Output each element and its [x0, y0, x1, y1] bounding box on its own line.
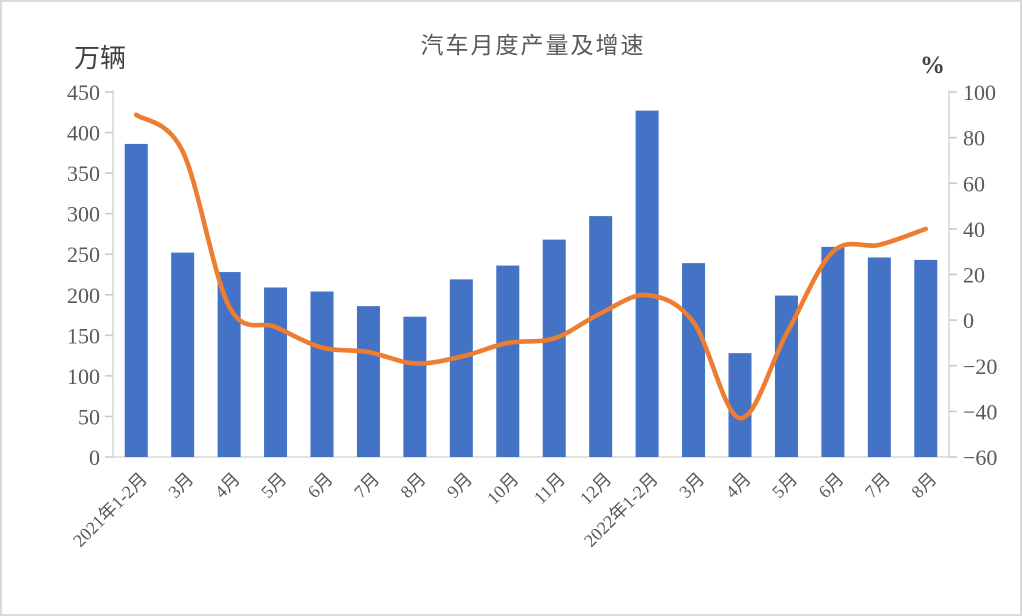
right-axis-tick-label: −20 [963, 354, 997, 379]
left-axis-unit-label: 万辆 [74, 44, 127, 73]
production-bar [728, 353, 752, 457]
x-axis-category-label: 8月 [907, 469, 940, 502]
production-bar [496, 265, 520, 457]
right-axis-tick-label: 100 [963, 80, 996, 105]
right-axis-tick-label: −40 [963, 399, 997, 424]
x-axis-category-label: 7月 [350, 469, 383, 502]
production-bar [449, 279, 473, 457]
right-axis-tick-label: 0 [963, 308, 974, 333]
production-bar [403, 316, 427, 457]
left-axis-tick-label: 300 [67, 202, 100, 227]
left-axis-tick-label: 100 [67, 364, 100, 389]
x-axis-category-label: 10月 [483, 469, 523, 509]
growth-rate-line [133, 112, 929, 421]
right-axis-tick-label: 40 [963, 217, 985, 242]
production-bar [682, 263, 706, 457]
x-axis-category-label: 12月 [576, 469, 616, 509]
x-axis-category-label: 7月 [861, 469, 894, 502]
production-bar [589, 216, 613, 457]
production-bar [310, 291, 334, 457]
x-axis-category-label: 5月 [768, 469, 801, 502]
left-axis-tick-label: 350 [67, 161, 100, 186]
x-axis-category-label: 3月 [164, 469, 197, 502]
x-axis-category-label: 5月 [257, 469, 290, 502]
left-axis-tick-label: 450 [67, 80, 100, 105]
production-bar [356, 306, 380, 457]
left-axis-tick-label: 0 [89, 445, 100, 470]
production-bar [217, 272, 241, 457]
production-bar [124, 143, 148, 457]
right-axis-tick-label: 20 [963, 263, 985, 288]
production-bar [867, 257, 891, 457]
x-axis-category-label: 11月 [530, 469, 569, 508]
left-axis-tick-label: 400 [67, 121, 100, 146]
x-axis-category-label: 4月 [211, 469, 244, 502]
x-axis-category-label: 8月 [396, 469, 429, 502]
production-bar [821, 246, 845, 457]
production-bar [774, 295, 798, 457]
production-bar [635, 110, 659, 458]
right-axis-tick-label: 60 [963, 171, 985, 196]
x-axis-category-label: 6月 [814, 469, 847, 502]
right-axis-unit-label: % [920, 52, 945, 79]
chart-title: 汽车月度产量及增速 [420, 33, 646, 58]
production-bar [171, 252, 195, 457]
left-axis-tick-label: 200 [67, 283, 100, 308]
x-axis-category-label: 6月 [304, 469, 337, 502]
left-axis-tick-label: 50 [78, 404, 100, 429]
x-axis-category-label: 9月 [443, 469, 476, 502]
x-axis-category-label: 4月 [722, 469, 755, 502]
x-axis-category-label: 2021年1-2月 [69, 469, 151, 551]
production-bar [914, 259, 938, 457]
right-axis-tick-label: −60 [963, 445, 997, 470]
production-bar [264, 287, 288, 457]
left-axis-tick-label: 250 [67, 242, 100, 267]
right-axis-tick-label: 80 [963, 126, 985, 151]
production-bar [542, 239, 566, 457]
x-axis-category-label: 3月 [675, 469, 708, 502]
left-axis-tick-label: 150 [67, 323, 100, 348]
